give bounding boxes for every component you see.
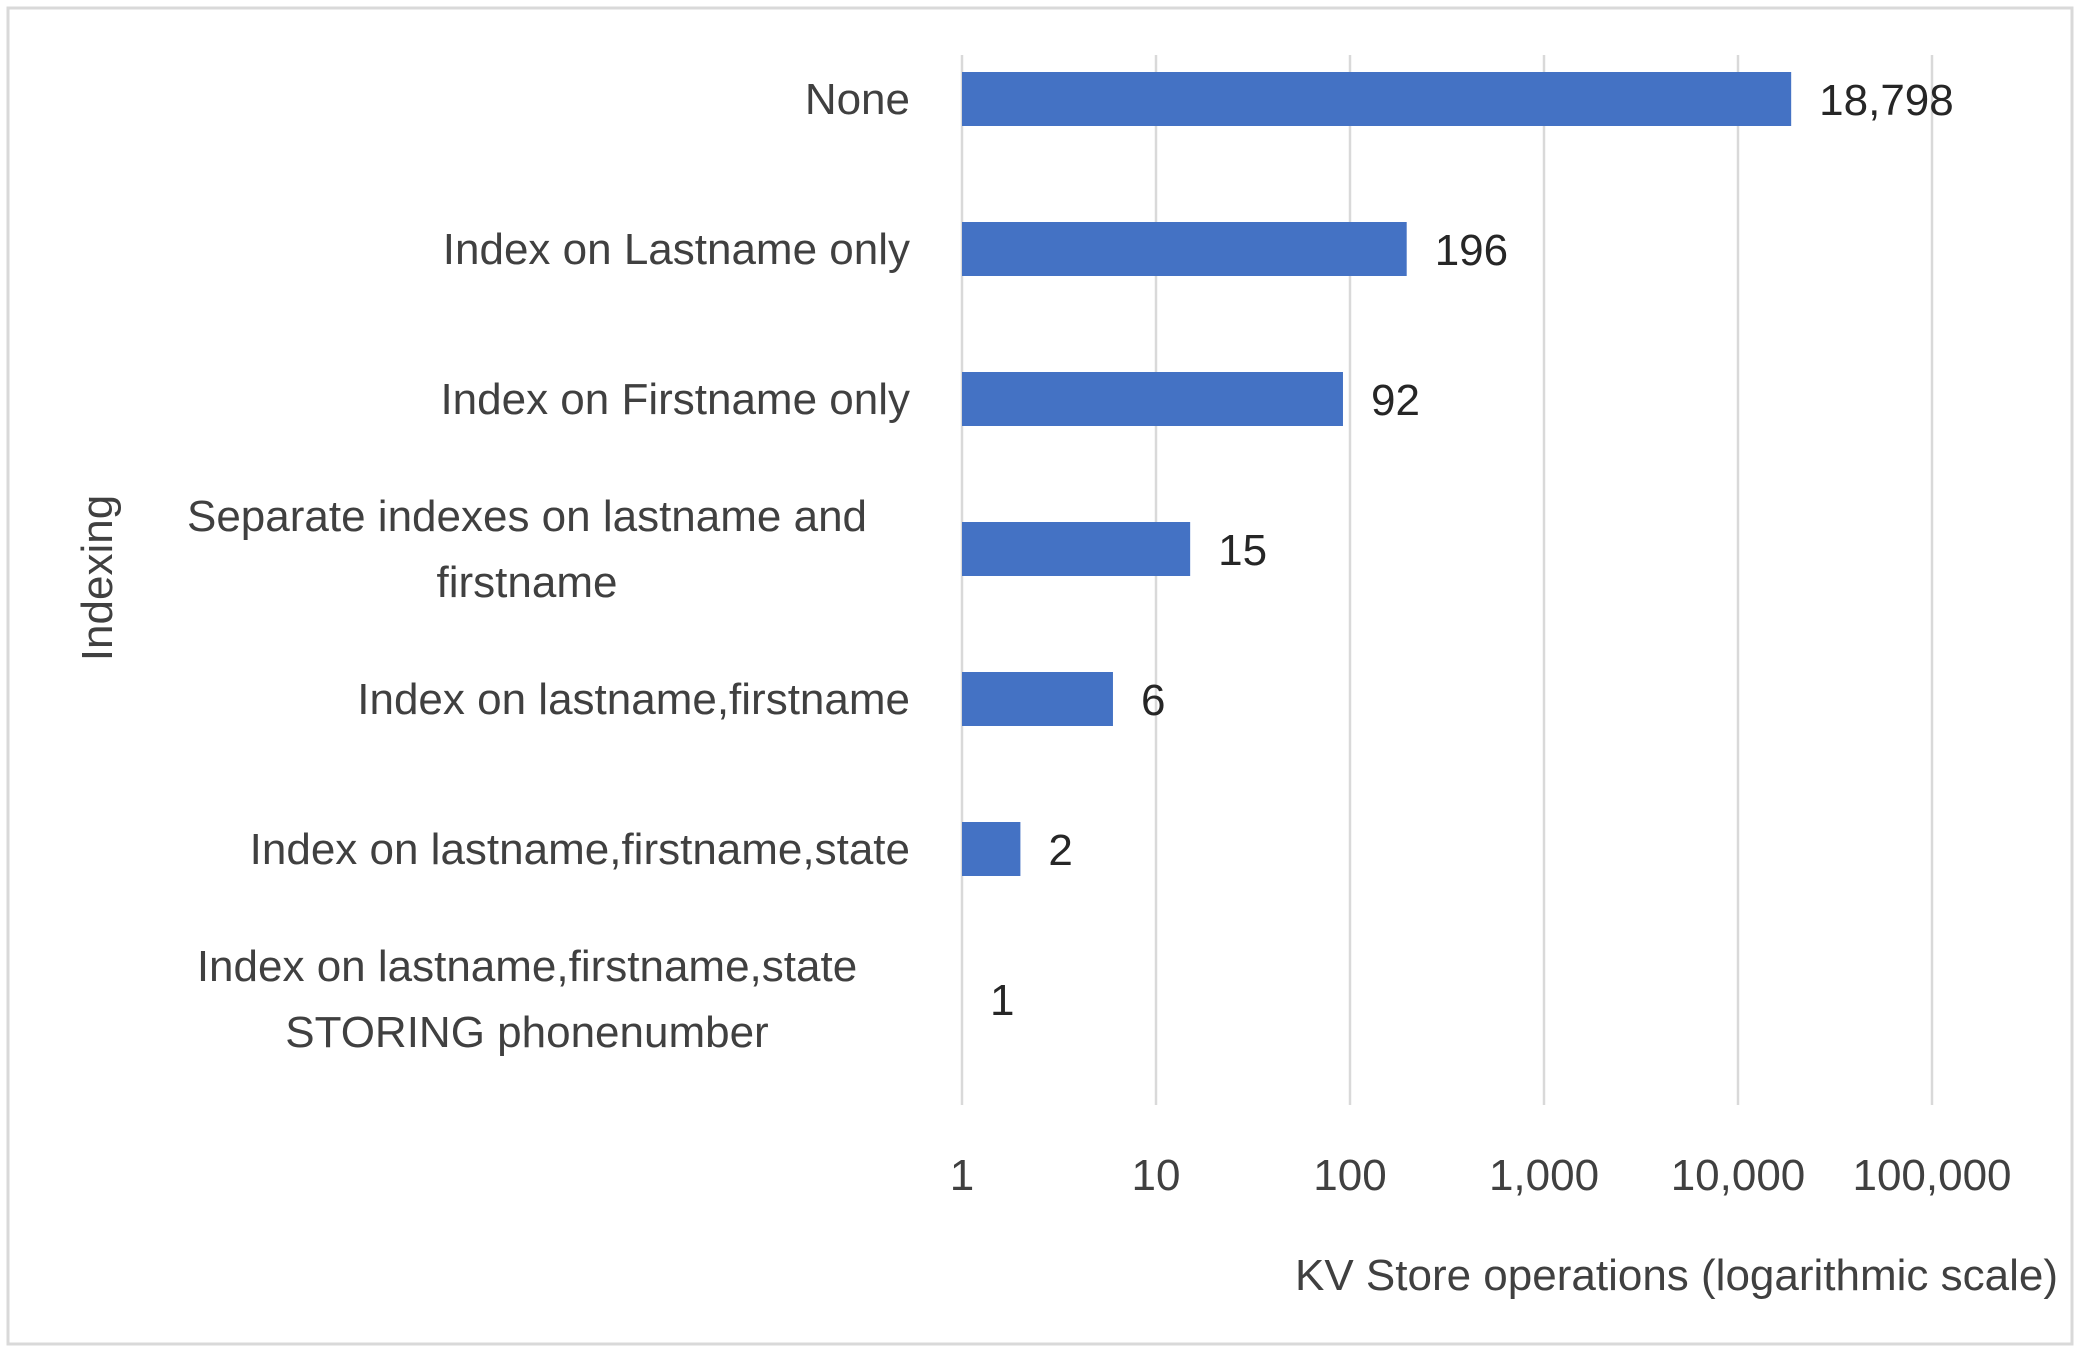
- category-label-line: None: [805, 75, 910, 124]
- bars: [962, 72, 1792, 876]
- category-label-line: Index on Firstname only: [440, 375, 910, 424]
- x-tick-labels: 1 10 100 1,000 10,000 100,000: [950, 1151, 2012, 1200]
- data-label: 92: [1371, 376, 1420, 425]
- x-tick-label: 100,000: [1852, 1151, 2011, 1200]
- data-label: 6: [1141, 676, 1165, 725]
- x-tick-label: 100: [1313, 1151, 1386, 1200]
- category-label-line: Index on lastname,firstname,state: [197, 942, 857, 991]
- data-label: 2: [1048, 826, 1072, 875]
- category-label-line: STORING phonenumber: [285, 1008, 768, 1057]
- x-tick-label: 10,000: [1671, 1151, 1806, 1200]
- x-tick-label: 10: [1132, 1151, 1181, 1200]
- bar: [962, 522, 1191, 576]
- category-label: Index on lastname,firstname,state: [250, 825, 910, 874]
- category-label: Index on lastname,firstname: [357, 675, 910, 724]
- category-label-line: Separate indexes on lastname and: [187, 492, 867, 541]
- category-label-line: firstname: [437, 558, 618, 607]
- x-axis-title: KV Store operations (logarithmic scale): [1295, 1251, 2058, 1300]
- category-label-line: Index on Lastname only: [443, 225, 910, 274]
- data-label: 196: [1435, 226, 1508, 275]
- bar: [962, 672, 1113, 726]
- y-axis-title: Indexing: [73, 495, 122, 661]
- bar: [962, 822, 1021, 876]
- x-tick-label: 1,000: [1489, 1151, 1599, 1200]
- category-label-line: Index on lastname,firstname,state: [250, 825, 910, 874]
- data-label: 18,798: [1819, 76, 1954, 125]
- category-label: None: [805, 75, 910, 124]
- data-label: 15: [1218, 526, 1267, 575]
- category-label: Separate indexes on lastname and firstnam…: [187, 492, 867, 607]
- category-label-line: Index on lastname,firstname: [357, 675, 910, 724]
- bar: [962, 372, 1343, 426]
- data-label: 1: [990, 976, 1014, 1025]
- category-labels: None Index on Lastname only Index on First…: [187, 75, 910, 1057]
- data-labels: 18,798 196 92 15 6 2 1: [990, 76, 1954, 1025]
- category-label: Index on Lastname only: [443, 225, 910, 274]
- bar: [962, 72, 1792, 126]
- bar: [962, 222, 1407, 276]
- x-tick-label: 1: [950, 1151, 974, 1200]
- category-label: Index on lastname,firstname,state STORING…: [197, 942, 857, 1057]
- category-label: Index on Firstname only: [440, 375, 910, 424]
